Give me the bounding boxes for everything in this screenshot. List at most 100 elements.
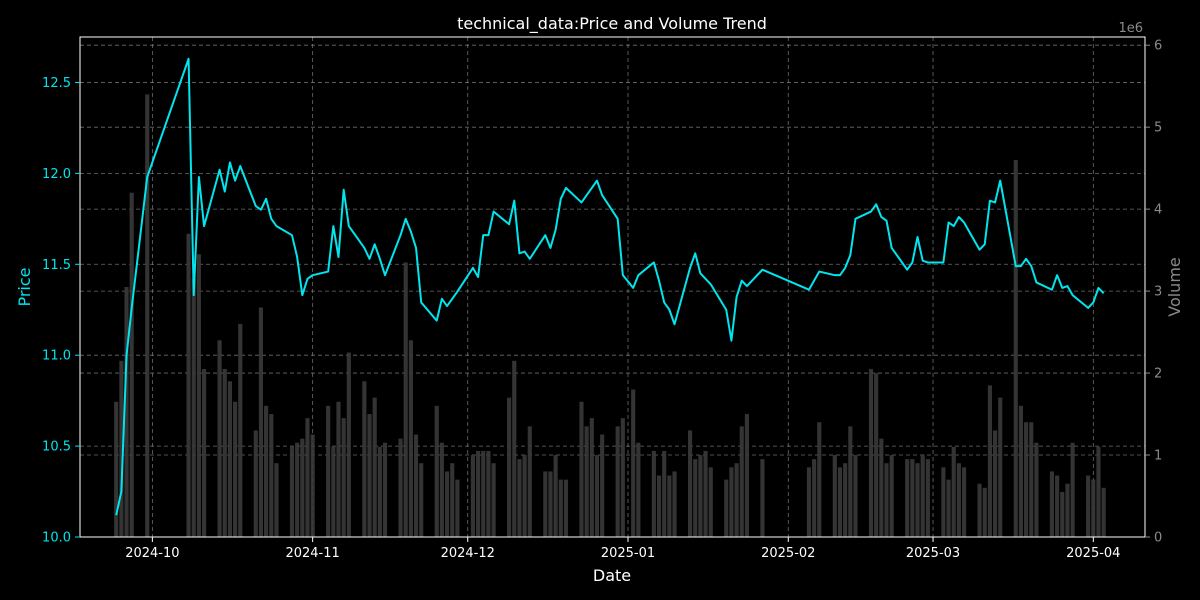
volume-bar (1065, 483, 1070, 537)
volume-bar (667, 475, 672, 537)
volume-bar (336, 401, 341, 537)
volume-bar (372, 397, 377, 537)
y2-tick-label: 2 (1154, 367, 1162, 382)
volume-bar (522, 455, 527, 537)
volume-bar (993, 430, 998, 537)
volume-bar (346, 352, 351, 537)
volume-bar (222, 368, 227, 537)
volume-bar (124, 287, 129, 537)
volume-bar (563, 479, 569, 537)
volume-bar (915, 463, 920, 537)
y-tick-label: 11.0 (42, 349, 71, 364)
volume-bar (734, 463, 739, 537)
volume-bar (843, 463, 848, 537)
volume-bar (956, 463, 961, 537)
volume-bar (977, 483, 982, 537)
volume-bar (145, 94, 150, 538)
y2-tick-label: 4 (1154, 203, 1162, 218)
volume-bar (729, 467, 734, 537)
y-tick-label: 12.0 (42, 167, 71, 182)
volume-bar (196, 254, 201, 537)
x-tick-label: 2025-03 (906, 546, 960, 561)
volume-bar (910, 459, 915, 537)
y2-tick-label: 3 (1154, 285, 1162, 300)
volume-bar (362, 381, 367, 537)
volume-bar (848, 426, 853, 537)
y2-tick-label: 5 (1154, 121, 1162, 136)
y-tick-label: 10.0 (42, 531, 71, 546)
volume-bar (853, 455, 858, 537)
volume-bar (491, 463, 496, 537)
volume-bar (331, 446, 336, 537)
volume-bar (419, 463, 424, 537)
volume-bar (289, 446, 295, 537)
volume-bar (227, 381, 232, 537)
volume-bar (553, 455, 558, 537)
y2-tick-label: 1 (1154, 449, 1162, 464)
y-axis-volume: 0 1 2 3 4 5 6 (1145, 39, 1162, 546)
plot-frame (79, 36, 1146, 538)
volume-bar (879, 438, 884, 537)
volume-bar (982, 487, 987, 537)
volume-bar (444, 471, 450, 537)
volume-bar (408, 340, 413, 537)
volume-bar (217, 340, 222, 537)
y-axis-price: 10.0 10.5 11.0 11.5 12.0 12.5 (42, 76, 80, 546)
volume-bar (119, 360, 124, 537)
chart-title: technical_data:Price and Volume Trend (457, 14, 767, 34)
volume-bar (925, 459, 930, 537)
volume-bar (413, 434, 419, 537)
price-line (115, 57, 1105, 516)
volume-bar (300, 438, 305, 537)
volume-bar (687, 430, 693, 537)
volume-bar (527, 426, 532, 537)
volume-bar (274, 463, 279, 537)
volume-bar (837, 467, 843, 537)
volume-bar (450, 463, 455, 537)
volume-bar (951, 446, 956, 537)
volume-bar (920, 455, 925, 537)
volume-bar (486, 450, 491, 537)
volume-bar (382, 442, 388, 537)
volume-bar (724, 479, 729, 537)
x-tick-label: 2024-11 (285, 546, 339, 561)
volume-bar (884, 463, 889, 537)
volume-bar (238, 323, 243, 537)
volume-bar (517, 459, 522, 537)
volume-bar (114, 401, 119, 537)
volume-bar (832, 455, 837, 537)
volume-bar (434, 405, 439, 537)
volume-bar (889, 455, 894, 537)
volume-bar (1018, 405, 1023, 537)
volume-bar (806, 467, 812, 537)
volume-bar (1091, 479, 1096, 537)
y2-tick-label: 6 (1154, 39, 1162, 54)
volume-bar (615, 426, 620, 537)
volume-bar (961, 467, 967, 537)
volume-bar (905, 459, 910, 537)
volume-bar (398, 438, 403, 537)
volume-bar (543, 471, 548, 537)
volume-bar (600, 434, 605, 537)
volume-bar (295, 442, 300, 537)
volume-bar (548, 471, 553, 537)
volume-bar (1049, 471, 1055, 537)
volume-bar (693, 459, 698, 537)
volume-bar (455, 479, 460, 537)
volume-bar (812, 459, 817, 537)
y-tick-label: 10.5 (42, 440, 71, 455)
volume-bar (377, 446, 382, 537)
y-tick-label: 11.5 (42, 258, 71, 273)
volume-bar (186, 233, 191, 537)
volume-bar (439, 442, 444, 537)
volume-bar (264, 405, 269, 537)
volume-bar (656, 475, 662, 537)
volume-bar (941, 467, 946, 537)
volume-bar (305, 418, 310, 537)
volume-bar (558, 479, 563, 537)
volume-bar (1024, 422, 1029, 537)
volume-bar (233, 401, 238, 537)
volume-bar (129, 192, 134, 537)
volume-bar (760, 459, 765, 537)
